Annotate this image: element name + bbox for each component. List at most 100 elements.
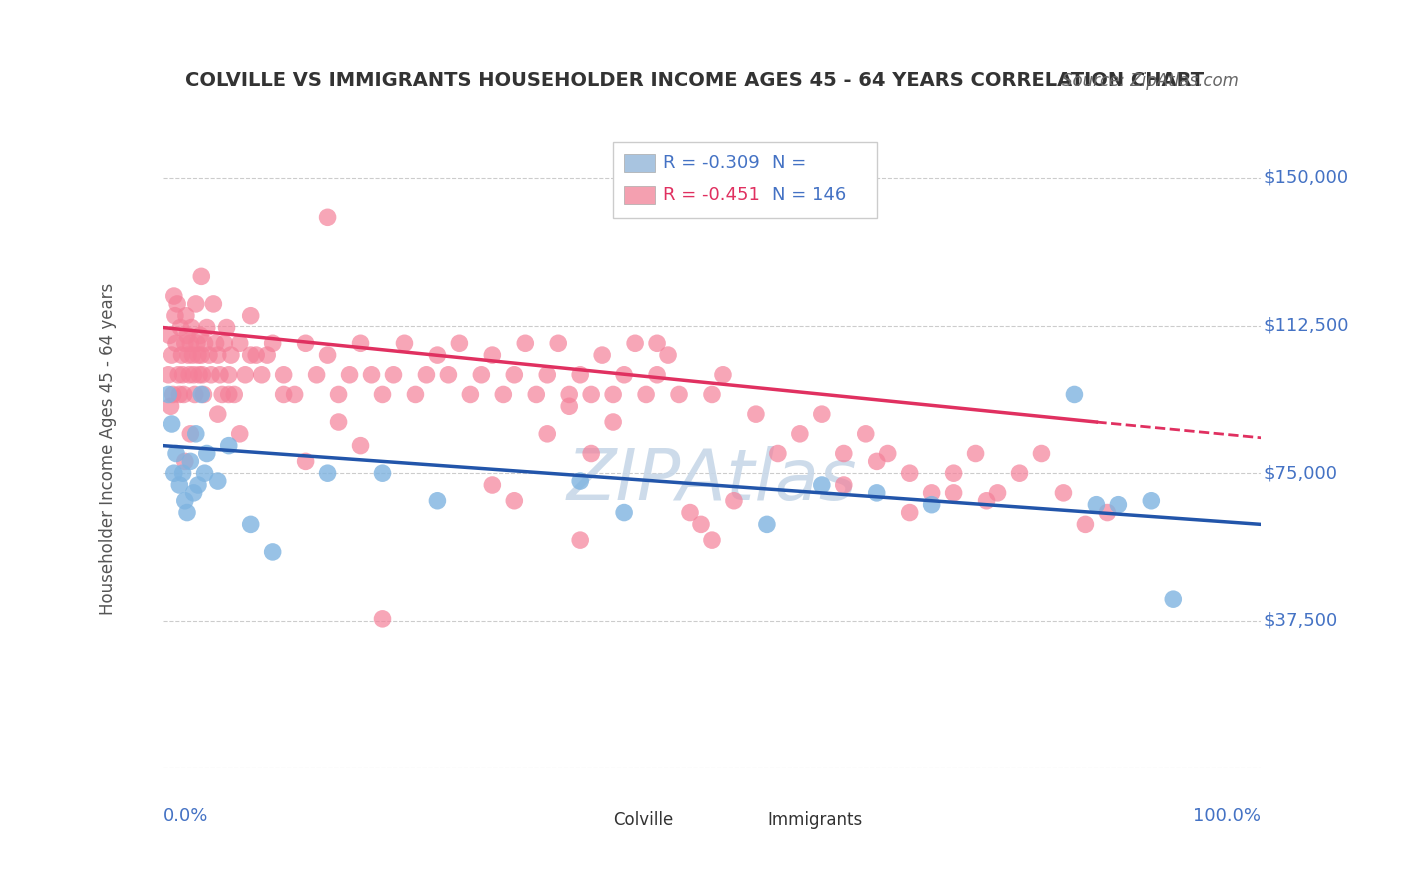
Point bbox=[382, 368, 405, 382]
Point bbox=[218, 368, 240, 382]
Text: Colville: Colville bbox=[613, 811, 673, 829]
Text: Immigrants: Immigrants bbox=[766, 811, 862, 829]
Point bbox=[284, 387, 307, 401]
Point bbox=[176, 328, 198, 343]
Point bbox=[745, 407, 768, 421]
Point bbox=[157, 387, 180, 401]
Point bbox=[173, 454, 195, 468]
Point bbox=[569, 368, 592, 382]
Point bbox=[558, 399, 581, 413]
Point bbox=[169, 320, 191, 334]
Point bbox=[166, 297, 188, 311]
Point bbox=[1107, 498, 1129, 512]
Point bbox=[547, 336, 569, 351]
Point bbox=[195, 320, 218, 334]
Point bbox=[613, 506, 636, 520]
Text: $75,000: $75,000 bbox=[1264, 464, 1337, 483]
Point bbox=[898, 506, 921, 520]
Point bbox=[294, 454, 316, 468]
Point bbox=[832, 478, 855, 492]
Point bbox=[165, 446, 187, 460]
Point bbox=[160, 348, 183, 362]
Text: R = -0.309: R = -0.309 bbox=[662, 153, 759, 171]
Point bbox=[437, 368, 460, 382]
Point bbox=[173, 336, 195, 351]
Point bbox=[723, 493, 745, 508]
Point bbox=[976, 493, 998, 508]
Point bbox=[789, 426, 811, 441]
Text: N =: N = bbox=[772, 153, 807, 171]
Text: $112,500: $112,500 bbox=[1264, 317, 1348, 334]
Point bbox=[470, 368, 492, 382]
Text: 100.0%: 100.0% bbox=[1194, 807, 1261, 825]
Point bbox=[180, 320, 202, 334]
Point bbox=[657, 348, 679, 362]
Point bbox=[159, 328, 181, 343]
Point bbox=[245, 348, 267, 362]
Point bbox=[169, 478, 191, 492]
Point bbox=[176, 506, 198, 520]
Point bbox=[371, 387, 394, 401]
Point bbox=[184, 297, 207, 311]
Text: ZIPAtlas: ZIPAtlas bbox=[567, 446, 858, 515]
Text: COLVILLE VS IMMIGRANTS HOUSEHOLDER INCOME AGES 45 - 64 YEARS CORRELATION CHART: COLVILLE VS IMMIGRANTS HOUSEHOLDER INCOM… bbox=[184, 71, 1204, 90]
Point bbox=[179, 336, 201, 351]
Point bbox=[558, 387, 581, 401]
Point bbox=[190, 348, 212, 362]
Point bbox=[207, 348, 229, 362]
Point bbox=[503, 493, 526, 508]
Point bbox=[316, 348, 339, 362]
Point bbox=[173, 493, 195, 508]
Point bbox=[1161, 592, 1184, 607]
Point bbox=[855, 426, 877, 441]
Point bbox=[239, 348, 262, 362]
Point bbox=[163, 466, 186, 480]
Text: $150,000: $150,000 bbox=[1264, 169, 1348, 187]
Text: R = -0.451: R = -0.451 bbox=[662, 186, 759, 203]
Point bbox=[1074, 517, 1097, 532]
Point bbox=[986, 486, 1008, 500]
Point bbox=[191, 368, 214, 382]
Point bbox=[328, 415, 350, 429]
Point bbox=[305, 368, 328, 382]
Text: $37,500: $37,500 bbox=[1264, 612, 1337, 630]
Point bbox=[207, 407, 229, 421]
Point bbox=[602, 387, 624, 401]
Point bbox=[711, 368, 734, 382]
Point bbox=[460, 387, 482, 401]
Point bbox=[645, 368, 668, 382]
Bar bbox=[624, 153, 655, 171]
Point bbox=[755, 517, 778, 532]
Point bbox=[163, 309, 186, 323]
Point bbox=[183, 486, 205, 500]
Point bbox=[394, 336, 416, 351]
Point bbox=[349, 439, 371, 453]
Point bbox=[1031, 446, 1053, 460]
Bar bbox=[734, 812, 762, 827]
Point bbox=[1140, 493, 1163, 508]
Point bbox=[177, 348, 200, 362]
Point bbox=[579, 387, 602, 401]
Point bbox=[172, 466, 194, 480]
Point bbox=[202, 297, 225, 311]
Point bbox=[273, 368, 295, 382]
Point bbox=[645, 336, 668, 351]
Point bbox=[524, 387, 547, 401]
Point bbox=[256, 348, 278, 362]
Point bbox=[188, 368, 211, 382]
Bar bbox=[624, 186, 655, 203]
Point bbox=[179, 368, 201, 382]
Point bbox=[173, 387, 195, 401]
Point bbox=[1085, 498, 1108, 512]
Point bbox=[624, 336, 647, 351]
Point bbox=[536, 426, 558, 441]
Point bbox=[294, 336, 316, 351]
Text: Householder Income Ages 45 - 64 years: Householder Income Ages 45 - 64 years bbox=[98, 283, 117, 615]
Point bbox=[690, 517, 713, 532]
Point bbox=[204, 336, 226, 351]
Point bbox=[579, 446, 602, 460]
Point bbox=[183, 368, 205, 382]
Point bbox=[700, 387, 723, 401]
Point bbox=[415, 368, 437, 382]
Point bbox=[159, 399, 181, 413]
